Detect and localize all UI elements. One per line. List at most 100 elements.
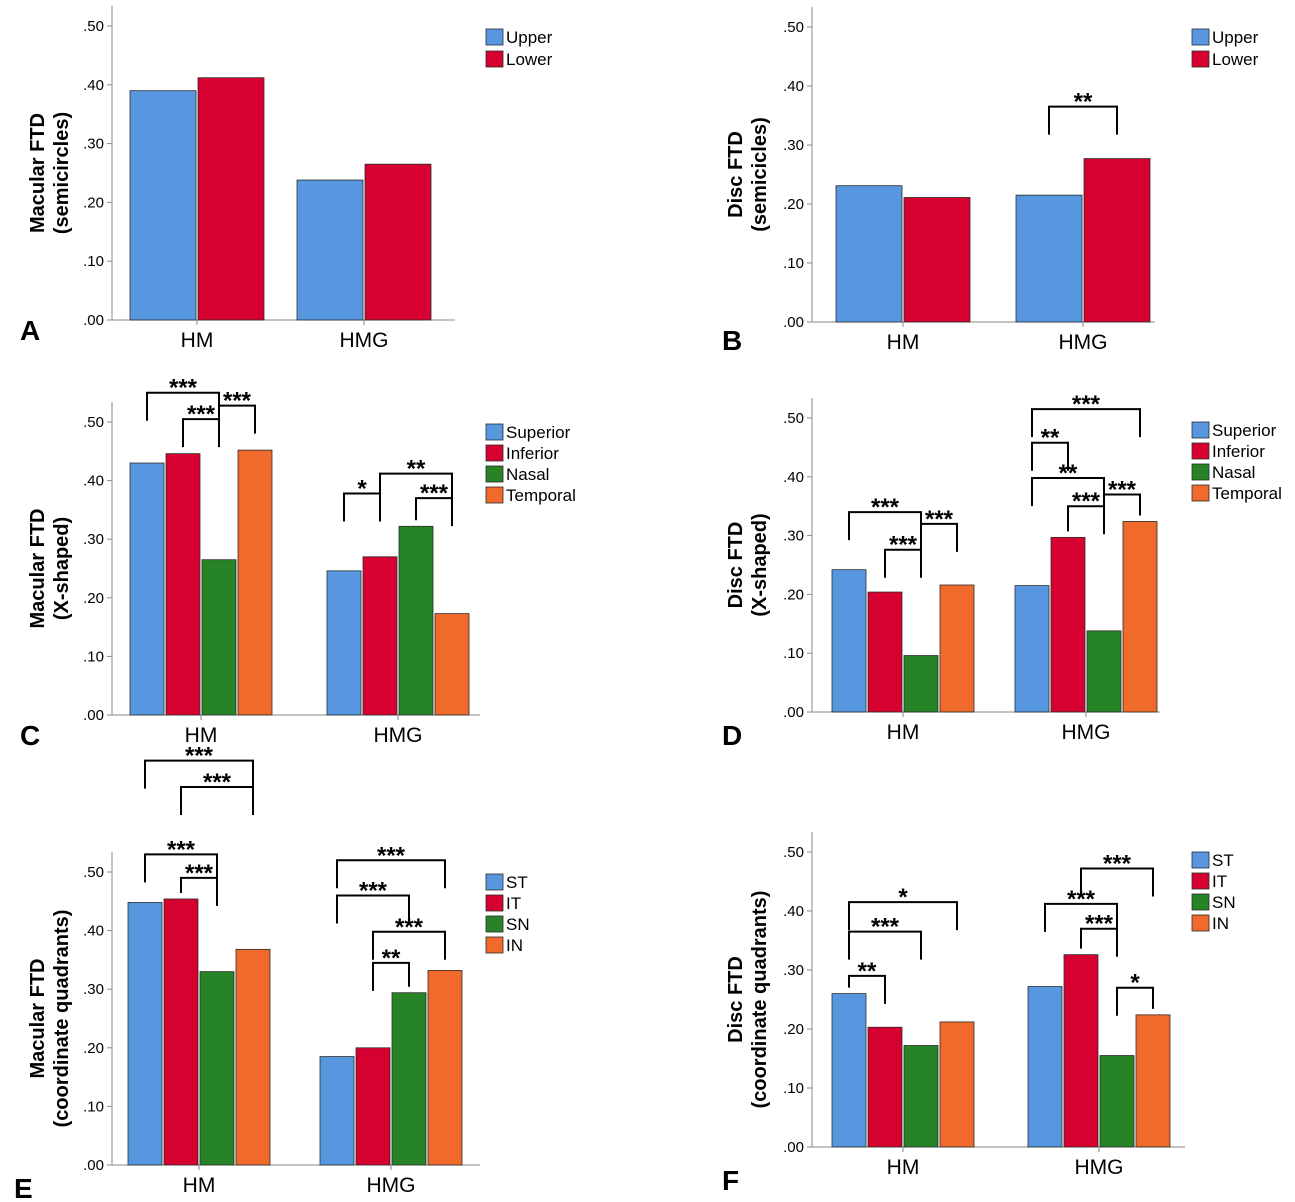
bar-in-hmg	[427, 970, 463, 1166]
y-tick-label: .20	[83, 590, 104, 607]
legend-swatch-it	[1191, 872, 1210, 890]
bar-temporal-hmg	[434, 613, 470, 716]
y-tick-label: .50	[83, 18, 104, 35]
significance-bracket	[848, 901, 958, 931]
significance-label: ***	[187, 401, 216, 428]
bar-superior-hm	[129, 462, 165, 716]
y-axis-label: (semicicles)	[749, 117, 771, 232]
significance-label: *	[357, 475, 367, 502]
y-axis-label: Macular FTD	[27, 508, 49, 628]
y-tick-label: .10	[783, 1080, 804, 1097]
y-axis-label: (semicircles)	[51, 112, 73, 234]
legend-swatch-st	[1191, 851, 1210, 869]
significance-bracket	[1080, 867, 1154, 897]
significance-bracket	[1044, 902, 1118, 932]
y-tick-label: .40	[783, 78, 804, 95]
y-tick-label: .40	[783, 469, 804, 486]
bar-it-hmg	[1063, 954, 1099, 1148]
y-axis-label: (X-shaped)	[749, 513, 771, 616]
bar-inferior-hmg	[362, 556, 398, 716]
significance-label: ***	[1108, 476, 1137, 503]
legend-label-inferior: Inferior	[1212, 442, 1265, 461]
bar-superior-hmg	[1014, 585, 1050, 713]
significance-label: ***	[395, 914, 424, 941]
legend-swatch-temporal	[1191, 484, 1210, 502]
bar-sn-hmg	[391, 992, 427, 1166]
legend-label-in: IN	[1212, 914, 1229, 933]
y-tick-label: .10	[783, 645, 804, 662]
chart-panel-c: .00 .10 .20 .30 .40 .50 HM HMG Macular FTD (X-sha…	[20, 375, 576, 751]
significance-bracket	[920, 522, 958, 552]
significance-bracket	[415, 497, 453, 527]
chart-panel-a: .00 .10 .20 .30 .40 .50 HM HMG Macular FTD (semic…	[20, 6, 553, 352]
legend-swatch-st	[485, 873, 504, 891]
significance-bracket	[144, 759, 254, 789]
y-axis-label: Disc FTD	[725, 956, 747, 1043]
y-tick-label: .30	[83, 136, 104, 153]
x-tick-label-hmg: HMG	[1059, 331, 1108, 354]
legend-label-sn: SN	[506, 915, 530, 934]
bar-sn-hm	[903, 1045, 939, 1148]
y-tick-label: .30	[83, 531, 104, 548]
chart-panel-e: .00 .10 .20 .30 .40 .50 HM HMG Macular FTD (coord…	[14, 743, 530, 1202]
significance-label: ***	[167, 836, 196, 863]
panel-letter-f: F	[722, 1165, 739, 1196]
significance-label: **	[407, 456, 426, 483]
panel-letter-e: E	[14, 1173, 33, 1202]
bar-upper-hmg	[1015, 194, 1083, 323]
bar-upper-hm	[129, 90, 197, 321]
bar-temporal-hm	[237, 449, 273, 716]
bar-lower-hm	[903, 197, 971, 323]
significance-label: ***	[889, 532, 918, 559]
legend-swatch-upper	[485, 28, 504, 46]
significance-bracket	[180, 786, 254, 816]
bar-nasal-hm	[903, 655, 939, 713]
y-axis-label: Disc FTD	[725, 522, 747, 609]
legend-swatch-nasal	[1191, 463, 1210, 481]
chart-panel-d: .00 .10 .20 .30 .40 .50 HM HMG Disc FTD (X-shaped…	[722, 391, 1282, 751]
significance-label: ***	[377, 842, 406, 869]
y-tick-label: .40	[783, 903, 804, 920]
x-tick-label-hmg: HMG	[374, 724, 423, 747]
legend-swatch-in	[1191, 914, 1210, 932]
bar-st-hmg	[1027, 986, 1063, 1148]
significance-bracket	[1103, 493, 1141, 523]
bar-it-hm	[163, 898, 199, 1166]
legend-swatch-lower	[485, 50, 504, 68]
significance-label: ***	[1072, 391, 1101, 418]
x-tick-label-hm: HM	[185, 724, 218, 747]
bar-lower-hmg	[364, 163, 432, 321]
legend-label-nasal: Nasal	[506, 465, 549, 484]
y-tick-label: .40	[83, 473, 104, 490]
y-tick-label: .00	[83, 707, 104, 724]
significance-label: *	[898, 884, 908, 911]
significance-bracket	[379, 472, 453, 502]
x-tick-label-hm: HM	[183, 1174, 216, 1197]
legend-label-it: IT	[506, 894, 521, 913]
significance-label: ***	[871, 914, 900, 941]
bar-sn-hmg	[1099, 1055, 1135, 1148]
significance-bracket	[1048, 105, 1118, 135]
significance-bracket	[144, 853, 218, 883]
significance-label: ***	[169, 375, 198, 402]
significance-label: **	[1041, 425, 1060, 452]
y-tick-label: .00	[783, 704, 804, 721]
bar-sn-hm	[199, 971, 235, 1166]
legend-swatch-upper	[1191, 28, 1210, 46]
bar-superior-hm	[831, 569, 867, 713]
legend-label-nasal: Nasal	[1212, 463, 1255, 482]
x-tick-label-hmg: HMG	[340, 329, 389, 352]
legend-label-upper: Upper	[506, 28, 553, 47]
y-axis-label: (coordinate quadrants)	[51, 910, 73, 1128]
y-tick-label: .50	[783, 844, 804, 861]
significance-bracket	[1080, 927, 1118, 957]
y-tick-label: .50	[783, 410, 804, 427]
y-tick-label: .10	[83, 1098, 104, 1115]
y-axis-label: (coordinate quadrants)	[749, 891, 771, 1109]
bar-nasal-hmg	[398, 525, 434, 716]
y-tick-label: .20	[783, 586, 804, 603]
bar-st-hmg	[319, 1056, 355, 1166]
significance-bracket	[1031, 441, 1069, 471]
significance-bracket	[180, 876, 218, 906]
legend-label-sn: SN	[1212, 893, 1236, 912]
